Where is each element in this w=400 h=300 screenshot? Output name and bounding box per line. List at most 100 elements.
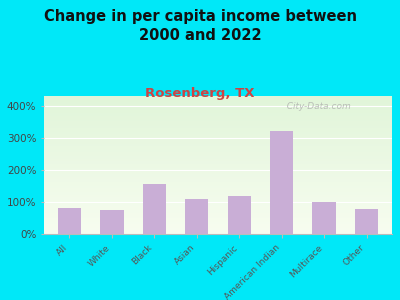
Bar <box>228 196 251 234</box>
Bar <box>44 209 392 211</box>
Bar <box>44 128 392 129</box>
Text: Change in per capita income between
2000 and 2022: Change in per capita income between 2000… <box>44 9 356 43</box>
Bar <box>44 193 392 194</box>
Bar <box>44 106 392 107</box>
Bar <box>44 226 392 227</box>
Bar <box>44 190 392 191</box>
Bar <box>44 104 392 106</box>
Bar <box>44 148 392 150</box>
Bar <box>44 124 392 125</box>
Bar <box>44 121 392 122</box>
Bar <box>44 219 392 220</box>
Bar <box>44 205 392 206</box>
Bar <box>44 211 392 212</box>
Bar <box>44 197 392 198</box>
Bar <box>44 132 392 133</box>
Bar <box>44 223 392 224</box>
Bar <box>44 183 392 184</box>
Bar <box>44 216 392 218</box>
Bar <box>44 101 392 103</box>
Bar <box>44 130 392 132</box>
Bar <box>44 184 392 186</box>
Bar <box>44 158 392 160</box>
Bar <box>44 179 392 180</box>
Bar <box>44 155 392 157</box>
Bar <box>270 131 293 234</box>
Bar <box>44 126 392 128</box>
Bar <box>44 176 392 177</box>
Bar <box>44 154 392 155</box>
Bar <box>44 129 392 130</box>
Bar <box>44 151 392 153</box>
Bar <box>355 209 378 234</box>
Bar <box>44 136 392 137</box>
Bar <box>44 167 392 168</box>
Bar <box>44 161 392 162</box>
Bar <box>44 208 392 209</box>
Text: City-Data.com: City-Data.com <box>281 101 350 110</box>
Bar <box>44 144 392 146</box>
Bar <box>44 165 392 166</box>
Bar <box>44 108 392 110</box>
Bar <box>44 122 392 124</box>
Bar <box>44 220 392 222</box>
Bar <box>44 169 392 170</box>
Bar <box>44 117 392 118</box>
Bar <box>44 201 392 202</box>
Bar <box>44 229 392 230</box>
Bar <box>44 227 392 229</box>
Bar <box>44 198 392 200</box>
Bar <box>44 172 392 173</box>
Bar <box>44 125 392 126</box>
Bar <box>44 231 392 232</box>
Bar <box>44 103 392 104</box>
Bar <box>44 112 392 114</box>
Bar <box>44 139 392 140</box>
Bar <box>44 202 392 204</box>
Bar <box>44 186 392 187</box>
Bar <box>44 160 392 161</box>
Bar <box>44 119 392 121</box>
Bar <box>44 100 392 101</box>
Bar <box>44 180 392 181</box>
Bar <box>44 115 392 117</box>
Bar <box>44 164 392 165</box>
Bar <box>44 111 392 112</box>
Bar <box>44 168 392 169</box>
Bar <box>44 213 392 215</box>
Bar <box>44 153 392 154</box>
Bar <box>44 206 392 208</box>
Bar <box>44 98 392 99</box>
Bar <box>44 146 392 147</box>
Bar <box>44 140 392 142</box>
Bar <box>44 195 392 197</box>
Bar <box>100 210 124 234</box>
Bar <box>44 187 392 188</box>
Bar <box>44 212 392 213</box>
Bar <box>44 175 392 176</box>
Bar <box>143 184 166 234</box>
Bar <box>185 199 208 234</box>
Bar <box>44 135 392 136</box>
Bar <box>44 232 392 234</box>
Bar <box>44 170 392 172</box>
Bar <box>44 110 392 111</box>
Text: Rosenberg, TX: Rosenberg, TX <box>145 87 255 100</box>
Bar <box>44 107 392 108</box>
Bar <box>44 99 392 100</box>
Bar <box>44 222 392 223</box>
Bar <box>44 194 392 195</box>
Bar <box>44 150 392 151</box>
Bar <box>44 230 392 231</box>
Bar <box>44 177 392 179</box>
Bar <box>44 218 392 219</box>
Bar <box>44 204 392 205</box>
Bar <box>44 173 392 175</box>
Bar <box>312 202 336 234</box>
Bar <box>44 162 392 164</box>
Bar <box>44 157 392 158</box>
Bar <box>44 188 392 190</box>
Bar <box>44 200 392 201</box>
Bar <box>44 96 392 98</box>
Bar <box>44 142 392 143</box>
